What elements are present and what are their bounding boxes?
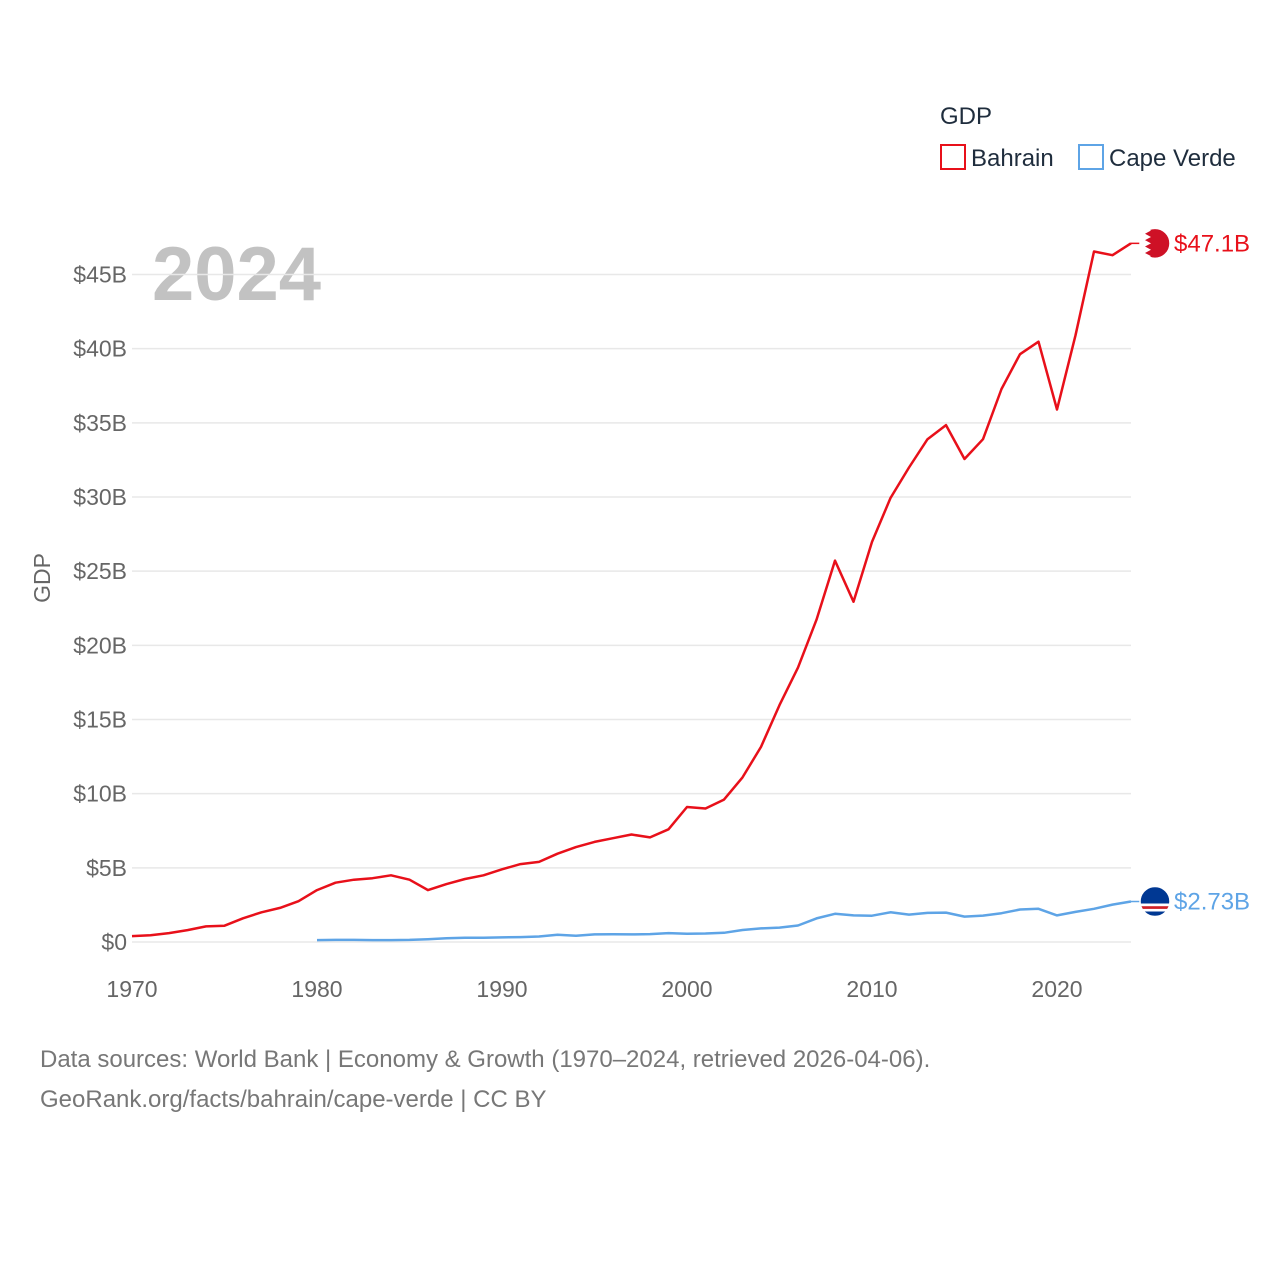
y-tick-label: $45B [73,262,127,288]
x-tick-label: 1970 [106,976,157,1002]
legend-title: GDP [940,103,992,130]
gridlines [132,273,1131,943]
y-tick-label: $25B [73,558,127,584]
y-tick-label: $15B [73,707,127,733]
footer: Data sources: World Bank | Economy & Gro… [40,1040,1240,1120]
y-tick-label: $5B [86,855,127,881]
y-tick-label: $35B [73,410,127,436]
end-value-label-cape-verde: $2.73B [1174,889,1250,916]
footer-source: Data sources: World Bank | Economy & Gro… [40,1046,931,1073]
x-tick-label: 2020 [1031,976,1082,1002]
y-axis-label: GDP [29,553,55,603]
x-tick-label: 2000 [661,976,712,1002]
series-line-cape-verde[interactable] [316,900,1132,942]
y-tick-label: $10B [73,781,127,807]
y-tick-label: $20B [73,632,127,658]
series-lines [131,242,1132,942]
footer-link[interactable]: GeoRank.org/facts/bahrain/cape-verde | C… [40,1086,547,1113]
flag-icon-cape-verde [1139,885,1171,918]
end-markers: $47.1B $2.73B [1131,227,1250,918]
x-tick-label: 2010 [846,976,897,1002]
y-tick-label: $30B [73,484,127,510]
y-tick-label: $0 [101,929,127,955]
legend-swatch-cape-verde[interactable] [1078,144,1104,170]
series-line-bahrain[interactable] [131,242,1132,938]
x-axis-ticks: 1970 1980 1990 2000 2010 2020 [106,976,1082,1002]
flag-icon-bahrain [1139,227,1171,260]
x-tick-label: 1990 [476,976,527,1002]
end-value-label-bahrain: $47.1B [1174,230,1250,257]
legend-swatch-bahrain[interactable] [940,144,966,170]
y-tick-label: $40B [73,336,127,362]
x-tick-label: 1980 [291,976,342,1002]
y-axis-ticks: $0 $5B $10B $15B $20B $25B $30B $35B $40B $45B [73,262,127,956]
legend: GDP Bahrain Cape Verde [940,103,1236,172]
legend-label-bahrain[interactable]: Bahrain [971,145,1054,172]
legend-label-cape-verde[interactable]: Cape Verde [1109,145,1236,172]
